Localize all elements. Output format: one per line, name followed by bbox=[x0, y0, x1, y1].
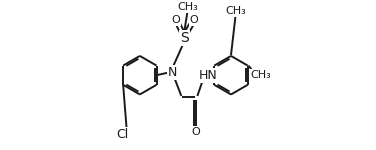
Text: CH₃: CH₃ bbox=[250, 70, 271, 80]
Text: O: O bbox=[171, 15, 180, 25]
Text: O: O bbox=[190, 15, 198, 25]
Text: Cl: Cl bbox=[116, 128, 128, 141]
Text: CH₃: CH₃ bbox=[177, 2, 198, 12]
Text: S: S bbox=[180, 31, 189, 45]
Text: CH₃: CH₃ bbox=[225, 6, 246, 16]
Text: HN: HN bbox=[199, 69, 217, 82]
Text: N: N bbox=[168, 66, 177, 79]
Text: O: O bbox=[192, 126, 200, 136]
